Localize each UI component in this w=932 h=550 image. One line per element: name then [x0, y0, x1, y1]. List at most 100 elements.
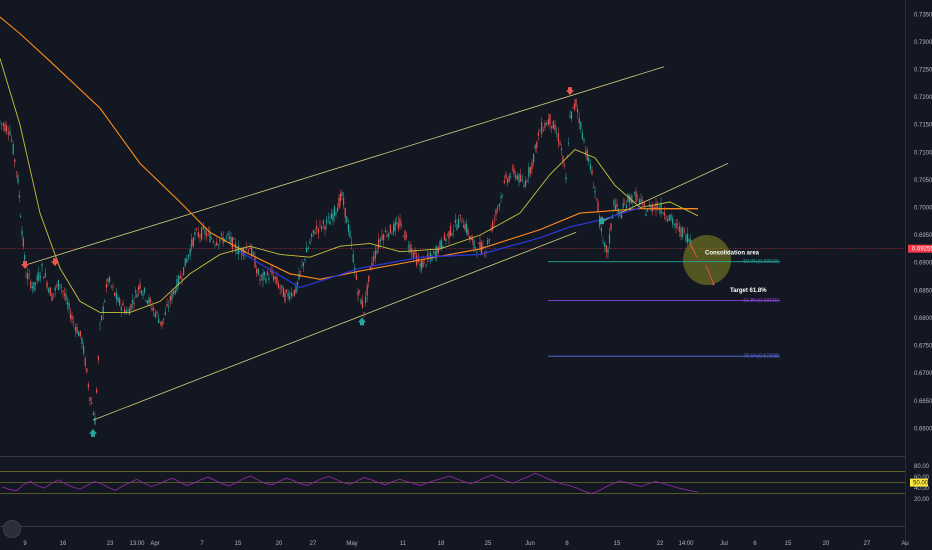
candle-body: [281, 285, 283, 288]
candle-body: [99, 323, 101, 325]
candle-body: [439, 241, 441, 249]
candle-body: [581, 133, 583, 140]
candle-body: [650, 205, 652, 212]
candle-body: [363, 312, 365, 314]
candle-body: [608, 234, 611, 244]
candle-body: [57, 280, 59, 290]
candle-body: [429, 252, 432, 258]
candle-body: [559, 142, 561, 146]
candle-body: [59, 284, 61, 286]
candle-body: [6, 125, 8, 132]
projection-arrow: [689, 243, 698, 258]
candle-body: [388, 233, 390, 238]
candle-body: [404, 230, 406, 240]
candle-body: [168, 306, 170, 308]
candle-body: [371, 262, 373, 266]
candle-body: [688, 239, 690, 242]
candle-body: [662, 212, 664, 214]
candle-body: [589, 164, 591, 170]
candle-body: [127, 310, 129, 312]
candle-body: [449, 225, 452, 236]
candle-body: [510, 176, 512, 177]
candle-body: [595, 198, 598, 199]
candle-body: [282, 287, 284, 298]
candle-body: [211, 238, 213, 239]
candle-body: [677, 224, 679, 225]
candle-body: [600, 227, 602, 232]
candle-body: [60, 287, 63, 289]
candle-body: [299, 271, 302, 272]
tradingview-logo[interactable]: [3, 520, 21, 538]
candle-body: [419, 263, 421, 267]
candle-body: [269, 271, 272, 272]
time-tick-label: 27: [310, 541, 317, 547]
time-tick-label: 15: [785, 541, 792, 547]
candle-body: [366, 285, 368, 296]
moving-average-yellow: [0, 58, 699, 313]
candle-body: [346, 216, 348, 223]
candle-body: [0, 121, 1, 123]
candle-body: [336, 207, 339, 212]
candle-body: [216, 242, 218, 246]
candle-body: [237, 245, 240, 255]
rsi-tick-label: 40.00: [914, 486, 930, 492]
candle-body: [285, 289, 288, 292]
candle-body: [91, 402, 93, 405]
candle-body: [178, 275, 180, 285]
candle-body: [27, 273, 29, 280]
candle-body: [352, 254, 354, 263]
candle-body: [680, 227, 682, 237]
candle-body: [122, 303, 124, 306]
candle-body: [114, 292, 116, 296]
candle-body: [534, 144, 536, 149]
candle-body: [230, 236, 232, 243]
candle-body: [302, 262, 305, 267]
rsi-tick-label: 60.00: [914, 475, 930, 481]
candle-body: [379, 239, 381, 241]
candle-body: [89, 397, 91, 402]
candle-body: [295, 284, 297, 294]
candle-body: [115, 292, 117, 300]
candle-body: [425, 264, 427, 267]
candle-body: [242, 247, 244, 256]
candle-body: [241, 247, 243, 255]
candle-body: [56, 284, 58, 286]
candle-body: [119, 298, 121, 306]
candle-body: [94, 417, 96, 425]
buy-signal-arrow: [598, 216, 606, 225]
candle-body: [124, 309, 126, 313]
time-tick-label: 13:00: [129, 541, 145, 547]
candle-body: [247, 249, 249, 252]
candle-body: [397, 223, 399, 229]
candle-body: [274, 276, 276, 279]
candle-body: [573, 103, 576, 109]
consolidation-ellipse: [683, 234, 731, 285]
fib-level-label: 61.8%(0.68315): [743, 298, 779, 304]
time-tick-label: 22: [657, 541, 664, 547]
candle-body: [307, 247, 309, 250]
time-tick-label: 9: [23, 541, 27, 547]
rsi-line: [1, 472, 699, 495]
candle-body: [668, 215, 670, 221]
candle-body: [53, 293, 55, 295]
candle-body: [420, 260, 423, 270]
candle-body: [565, 176, 567, 180]
candle-body: [471, 238, 474, 241]
candle-body: [273, 275, 275, 281]
candle-body: [140, 290, 143, 294]
time-tick-label: 14:00: [678, 541, 694, 547]
candle-body: [687, 233, 689, 243]
candle-body: [105, 284, 107, 288]
candle-body: [445, 238, 447, 241]
candle-body: [602, 241, 604, 243]
candle-body: [66, 302, 69, 305]
time-tick-label: 7: [200, 541, 204, 547]
candle-body: [209, 233, 211, 243]
candle-body: [296, 282, 299, 286]
candle-body: [11, 139, 13, 142]
